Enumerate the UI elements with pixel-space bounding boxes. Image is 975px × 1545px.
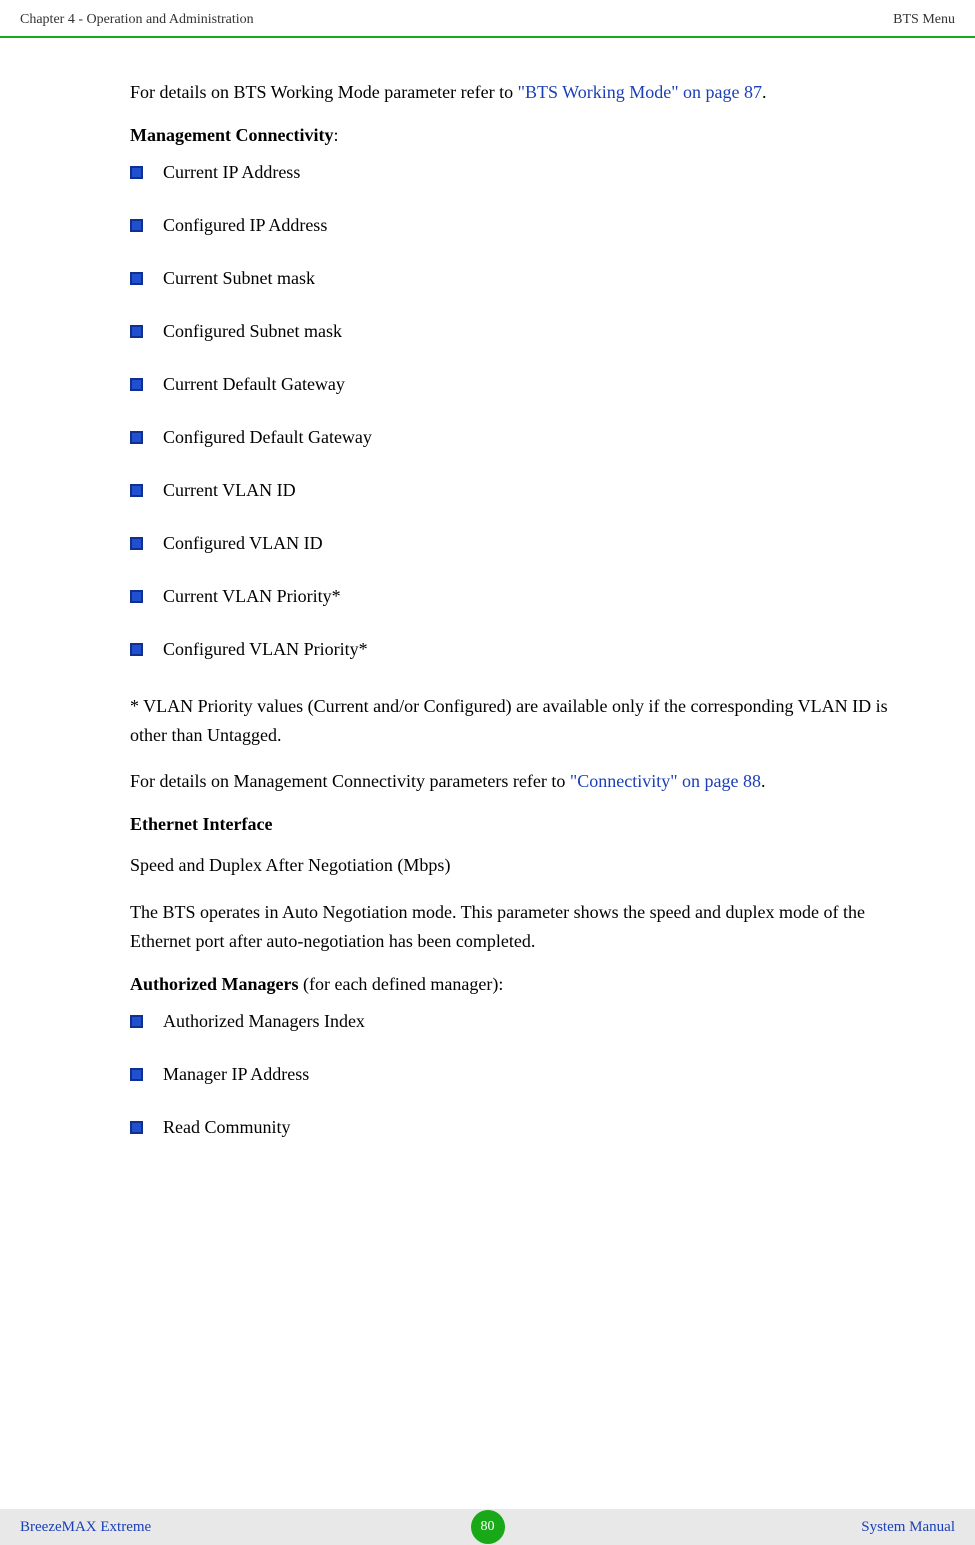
list-item: Current Default Gateway <box>130 374 915 395</box>
list-item: Current IP Address <box>130 162 915 183</box>
square-bullet-icon <box>130 1015 143 1028</box>
connectivity-suffix: . <box>761 771 766 791</box>
square-bullet-icon <box>130 643 143 656</box>
square-bullet-icon <box>130 484 143 497</box>
square-bullet-icon <box>130 537 143 550</box>
square-bullet-icon <box>130 378 143 391</box>
authorized-managers-suffix: (for each defined manager): <box>298 974 503 994</box>
management-connectivity-heading: Management Connectivity: <box>130 125 915 146</box>
ethernet-sub: Speed and Duplex After Negotiation (Mbps… <box>130 851 915 880</box>
list-item-label: Authorized Managers Index <box>163 1011 365 1032</box>
footer-manual: System Manual <box>861 1519 955 1536</box>
list-item-label: Current Subnet mask <box>163 268 315 289</box>
page-content: For details on BTS Working Mode paramete… <box>0 38 975 1190</box>
list-item-label: Manager IP Address <box>163 1064 309 1085</box>
list-item: Manager IP Address <box>130 1064 915 1085</box>
list-item-label: Configured VLAN ID <box>163 533 323 554</box>
list-item: Authorized Managers Index <box>130 1011 915 1032</box>
management-connectivity-title: Management Connectivity <box>130 125 333 145</box>
list-item-label: Configured IP Address <box>163 215 327 236</box>
footer-product: BreezeMAX Extreme <box>20 1519 151 1536</box>
list-item: Configured Default Gateway <box>130 427 915 448</box>
intro-paragraph: For details on BTS Working Mode paramete… <box>130 78 915 107</box>
list-item-label: Configured Default Gateway <box>163 427 372 448</box>
list-item: Configured IP Address <box>130 215 915 236</box>
list-item-label: Current VLAN Priority* <box>163 586 341 607</box>
list-item-label: Current Default Gateway <box>163 374 345 395</box>
page-number-badge: 80 <box>471 1510 505 1544</box>
header-chapter: Chapter 4 - Operation and Administration <box>20 12 254 28</box>
vlan-footnote: * VLAN Priority values (Current and/or C… <box>130 692 915 750</box>
authorized-managers-title: Authorized Managers <box>130 974 298 994</box>
list-item-label: Read Community <box>163 1117 291 1138</box>
list-item: Current VLAN ID <box>130 480 915 501</box>
list-item: Configured VLAN ID <box>130 533 915 554</box>
list-item-label: Configured VLAN Priority* <box>163 639 368 660</box>
authorized-managers-list: Authorized Managers Index Manager IP Add… <box>130 1011 915 1138</box>
list-item-label: Current VLAN ID <box>163 480 296 501</box>
square-bullet-icon <box>130 325 143 338</box>
page-footer: BreezeMAX Extreme 80 System Manual <box>0 1509 975 1545</box>
square-bullet-icon <box>130 1121 143 1134</box>
intro-suffix: . <box>762 82 767 102</box>
list-item: Current VLAN Priority* <box>130 586 915 607</box>
list-item-label: Configured Subnet mask <box>163 321 342 342</box>
authorized-managers-heading: Authorized Managers (for each defined ma… <box>130 974 915 995</box>
square-bullet-icon <box>130 219 143 232</box>
connectivity-ref-paragraph: For details on Management Connectivity p… <box>130 767 915 796</box>
management-connectivity-list: Current IP Address Configured IP Address… <box>130 162 915 660</box>
page-header: Chapter 4 - Operation and Administration… <box>0 0 975 38</box>
intro-prefix: For details on BTS Working Mode paramete… <box>130 82 518 102</box>
connectivity-link[interactable]: "Connectivity" on page 88 <box>570 771 761 791</box>
header-section: BTS Menu <box>893 12 955 28</box>
list-item-label: Current IP Address <box>163 162 300 183</box>
square-bullet-icon <box>130 166 143 179</box>
square-bullet-icon <box>130 272 143 285</box>
list-item: Read Community <box>130 1117 915 1138</box>
square-bullet-icon <box>130 1068 143 1081</box>
square-bullet-icon <box>130 431 143 444</box>
bts-working-mode-link[interactable]: "BTS Working Mode" on page 87 <box>518 82 762 102</box>
ethernet-interface-heading: Ethernet Interface <box>130 814 915 835</box>
list-item: Configured Subnet mask <box>130 321 915 342</box>
list-item: Current Subnet mask <box>130 268 915 289</box>
list-item: Configured VLAN Priority* <box>130 639 915 660</box>
square-bullet-icon <box>130 590 143 603</box>
colon: : <box>333 125 338 145</box>
ethernet-desc: The BTS operates in Auto Negotiation mod… <box>130 898 915 956</box>
connectivity-prefix: For details on Management Connectivity p… <box>130 771 570 791</box>
